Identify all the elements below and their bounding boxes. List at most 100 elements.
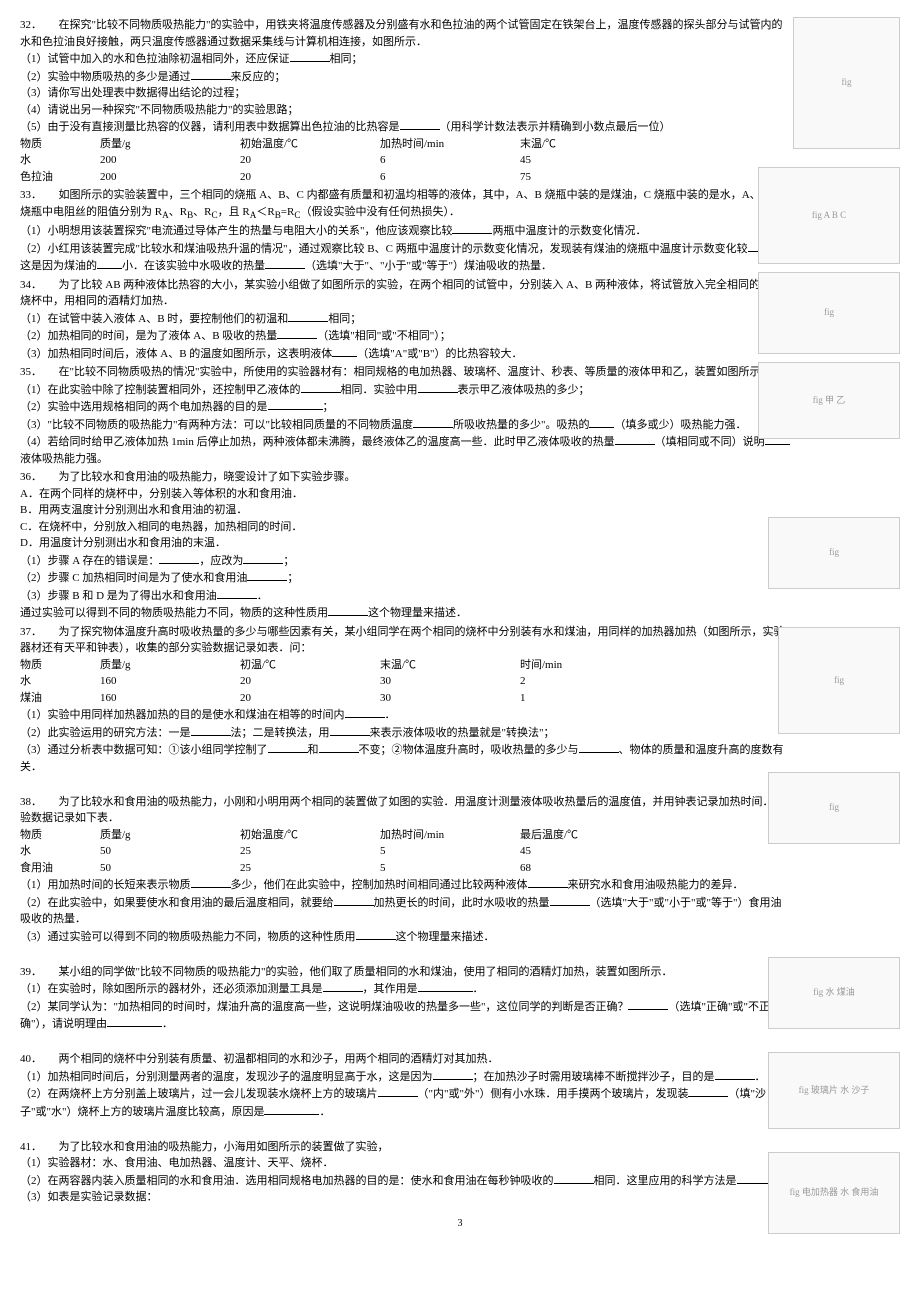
blank xyxy=(330,724,370,736)
figure-q36: fig xyxy=(768,517,900,589)
q32-table-header: 物质 质量/g 初始温度/℃ 加热时间/min 末温/℃ xyxy=(20,136,790,153)
q33-1: （1）小明想用该装置探究"电流通过导体产生的热量与电阻大小的关系"，他应该观察比… xyxy=(20,222,790,240)
q33: 33． 如图所示的实验装置中，三个相同的烧瓶 A、B、C 内都盛有质量和初温均相… xyxy=(20,187,790,222)
blank xyxy=(301,381,341,393)
blank xyxy=(107,1015,162,1027)
q40-1: （1）加热相同时间后，分别测量两者的温度，发现沙子的温度明显高于水，这是因为；在… xyxy=(20,1068,790,1086)
q-num: 33． xyxy=(20,189,37,201)
figure-q33: fig A B C xyxy=(758,167,900,264)
figure-q32: fig xyxy=(793,17,900,149)
blank xyxy=(323,980,363,992)
figure-q38: fig xyxy=(768,772,900,844)
blank xyxy=(97,257,122,269)
blank xyxy=(265,257,305,269)
blank xyxy=(159,552,199,564)
q-num: 36． xyxy=(20,471,37,483)
q34-1: （1）在试管中装入液体 A、B 时，要控制他们的初温和相同； xyxy=(20,310,790,328)
q-num: 38． xyxy=(20,796,37,808)
blank xyxy=(268,741,308,753)
blank xyxy=(554,1172,594,1184)
q37-1: （1）实验中用同样加热器加热的目的是使水和煤油在相等的时间内． xyxy=(20,706,790,724)
q36-3: （3）步骤 B 和 D 是为了得出水和食用油． xyxy=(20,587,790,605)
blank xyxy=(319,741,359,753)
q36-2: （2）步骤 C 加热相同时间是为了使水和食用油； xyxy=(20,569,790,587)
blank xyxy=(328,604,368,616)
blank xyxy=(589,416,614,428)
blank xyxy=(290,50,330,62)
blank xyxy=(191,724,231,736)
q36-D: D．用温度计分别测出水和食用油的末温． xyxy=(20,535,790,552)
q34-2: （2）加热相同的时间，是为了液体 A、B 吸收的热量（选填"相同"或"不相同"）… xyxy=(20,327,790,345)
q41: 41． 为了比较水和食用油的吸热能力，小海用如图所示的装置做了实验， xyxy=(20,1139,790,1156)
q34-3: （3）加热相同时间后，液体 A、B 的温度如图所示，这表明液体（选填"A"或"B… xyxy=(20,345,790,363)
q36: 36． 为了比较水和食用油的吸热能力，晓雯设计了如下实验步骤。 xyxy=(20,469,790,486)
q38-3: （3）通过实验可以得到不同的物质吸热能力不同，物质的这种性质用这个物理量来描述． xyxy=(20,928,790,946)
q37-2: （2）此实验运用的研究方法：一是法；二是转换法，用来表示液体吸收的热量就是"转换… xyxy=(20,724,790,742)
blank xyxy=(418,381,458,393)
q40-2: （2）在两烧杯上方分别盖上玻璃片，过一会儿发现装水烧杯上方的玻璃片（"内"或"外… xyxy=(20,1085,790,1120)
blank xyxy=(528,876,568,888)
blank xyxy=(579,741,619,753)
q-num: 40． xyxy=(20,1053,37,1065)
blank xyxy=(400,118,440,130)
q39: 39． 某小组的同学做"比较不同物质的吸热能力"的实验，他们取了质量相同的水和煤… xyxy=(20,964,790,981)
blank xyxy=(191,68,231,80)
q38-table-row: 水 50 25 5 45 xyxy=(20,843,790,860)
q35-3: （3）"比较不同物质的吸热能力"有两种方法：可以"比较相同质量的不同物质温度所吸… xyxy=(20,416,790,434)
q-num: 35． xyxy=(20,366,37,378)
figure-q41: fig 电加热器 水 食用油 xyxy=(768,1152,900,1234)
q36-A: A．在两个同样的烧杯中，分别装入等体积的水和食用油． xyxy=(20,486,790,503)
q32-2: （2）实验中物质吸热的多少是通过来反应的； xyxy=(20,68,790,86)
q36-1: （1）步骤 A 存在的错误是：，应改为； xyxy=(20,552,790,570)
blank xyxy=(615,433,655,445)
figure-q35: fig 甲 乙 xyxy=(758,362,900,439)
blank xyxy=(715,1068,755,1080)
blank xyxy=(277,327,317,339)
blank xyxy=(243,552,283,564)
blank xyxy=(345,706,385,718)
q37: 37． 为了探究物体温度升高时吸收热量的多少与哪些因素有关，某小组同学在两个相同… xyxy=(20,624,790,657)
q32-3: （3）请你写出处理表中数据得出结论的过程； xyxy=(20,85,790,102)
q36-B: B．用两支温度计分别测出水和食用油的初温． xyxy=(20,502,790,519)
q35-4: （4）若给同时给甲乙液体加热 1min 后停止加热，两种液体都未沸腾，最终液体乙… xyxy=(20,433,790,467)
figure-q40: fig 玻璃片 水 沙子 xyxy=(768,1052,900,1129)
q-num: 41． xyxy=(20,1141,37,1153)
q36-4: 通过实验可以得到不同的物质吸热能力不同，物质的这种性质用这个物理量来描述． xyxy=(20,604,790,622)
q35: 35． 在"比较不同物质吸热的情况"实验中，所使用的实验器材有：相同规格的电加热… xyxy=(20,364,790,381)
blank xyxy=(628,998,668,1010)
q38-table-row: 食用油 50 25 5 68 xyxy=(20,860,790,877)
q32-1: （1）试管中加入的水和色拉油除初温相同外，还应保证相同； xyxy=(20,50,790,68)
q32-5: （5）由于没有直接测量比热容的仪器，请利用表中数据算出色拉油的比热容是（用科学计… xyxy=(20,118,790,136)
blank xyxy=(264,1103,319,1115)
q38-2: （2）在此实验中，如果要使水和食用油的最后温度相同，就要给加热更长的时间，此时水… xyxy=(20,894,790,928)
blank xyxy=(688,1085,728,1097)
blank xyxy=(247,569,287,581)
q35-2: （2）实验中选用规格相同的两个电加热器的目的是； xyxy=(20,398,790,416)
q37-table-header: 物质 质量/g 初温/℃ 末温/℃ 时间/min xyxy=(20,657,790,674)
blank xyxy=(332,345,357,357)
figure-q34: fig xyxy=(758,272,900,354)
q41-1: （1）实验器材：水、食用油、电加热器、温度计、天平、烧杯． xyxy=(20,1155,790,1172)
q37-table-row: 煤油 160 20 30 1 xyxy=(20,690,790,707)
q-num: 37． xyxy=(20,626,37,638)
blank xyxy=(356,928,396,940)
blank xyxy=(268,398,323,410)
q34: 34． 为了比较 AB 两种液体比热容的大小，某实验小组做了如图所示的实验，在两… xyxy=(20,277,790,310)
q32-table-row: 色拉油 200 20 6 75 xyxy=(20,169,790,186)
blank xyxy=(191,876,231,888)
blank xyxy=(217,587,257,599)
blank xyxy=(418,980,473,992)
q-num: 34． xyxy=(20,279,37,291)
q39-2: （2）某同学认为："加热相同的时间时，煤油升高的温度高一些，这说明煤油吸收的热量… xyxy=(20,998,790,1033)
blank xyxy=(452,222,492,234)
q32: 32． 在探究"比较不同物质吸热能力"的实验中，用铁夹将温度传感器及分别盛有水和… xyxy=(20,17,790,50)
blank xyxy=(288,310,328,322)
q32-4: （4）请说出另一种探究"不同物质吸热能力"的实验思路； xyxy=(20,102,790,119)
figure-q39: fig 水 煤油 xyxy=(768,957,900,1029)
q38-1: （1）用加热时间的长短来表示物质多少，他们在此实验中，控制加热时间相同通过比较两… xyxy=(20,876,790,894)
figure-q37: fig xyxy=(778,627,900,734)
q33-2: （2）小红用该装置完成"比较水和煤油吸热升温的情况"，通过观察比较 B、C 两瓶… xyxy=(20,240,790,275)
blank xyxy=(413,416,453,428)
q41-3: （3）如表是实验记录数据： xyxy=(20,1189,790,1206)
q38: 38． 为了比较水和食用油的吸热能力，小刚和小明用两个相同的装置做了如图的实验．… xyxy=(20,794,790,827)
